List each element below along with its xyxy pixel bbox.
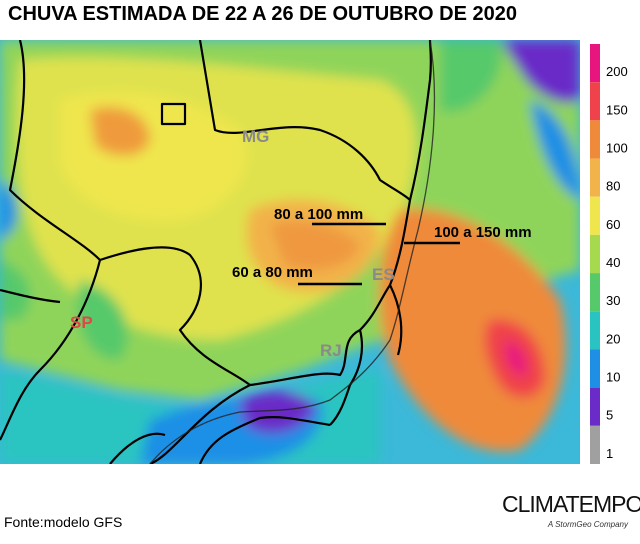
- legend-label: 80: [606, 179, 620, 194]
- legend-label: 30: [606, 293, 620, 308]
- legend-label: 200: [606, 64, 628, 79]
- legend-label: 60: [606, 217, 620, 232]
- source-note: Fonte:modelo GFS: [4, 514, 123, 530]
- state-label-sp: SP: [70, 313, 93, 332]
- legend-label: 10: [606, 370, 620, 385]
- legend-label: 1: [606, 446, 613, 461]
- legend-swatch: [590, 349, 600, 388]
- legend-label: 40: [606, 255, 620, 270]
- legend-swatch: [590, 387, 600, 426]
- brand-tagline: A StormGeo Company: [547, 520, 628, 529]
- map-title: CHUVA ESTIMADA DE 22 A 26 DE OUTUBRO DE …: [8, 3, 517, 25]
- legend-swatch: [590, 425, 600, 464]
- annotation-80-100: 80 a 100 mm: [274, 206, 363, 223]
- brand-name: CLIMATEMPO: [502, 491, 640, 517]
- legend-swatch: [590, 120, 600, 159]
- legend-swatch: [590, 44, 600, 83]
- annotation-60-80: 60 a 80 mm: [232, 264, 313, 281]
- legend-label: 150: [606, 102, 628, 117]
- legend-label: 100: [606, 140, 628, 155]
- state-label-rj: RJ: [320, 341, 342, 360]
- rainfall-map: 80 a 100 mm 100 a 150 mm 60 a 80 mm MG S…: [0, 40, 580, 464]
- legend-label: 5: [606, 408, 613, 423]
- legend-swatch: [590, 273, 600, 312]
- legend-swatch: [590, 234, 600, 274]
- state-label-mg: MG: [242, 127, 269, 146]
- legend-swatch: [590, 311, 600, 350]
- state-label-es: ES: [372, 265, 395, 284]
- legend-swatch: [590, 82, 600, 121]
- annotation-100-150: 100 a 150 mm: [434, 224, 532, 241]
- legend-swatch: [590, 158, 600, 197]
- color-legend: 200 150 100 80 60 40 30 20 10 5 1: [590, 44, 628, 464]
- legend-label: 20: [606, 331, 620, 346]
- legend-swatch: [590, 196, 600, 235]
- climatempo-logo: CLIMATEMPO A StormGeo Company: [502, 491, 640, 533]
